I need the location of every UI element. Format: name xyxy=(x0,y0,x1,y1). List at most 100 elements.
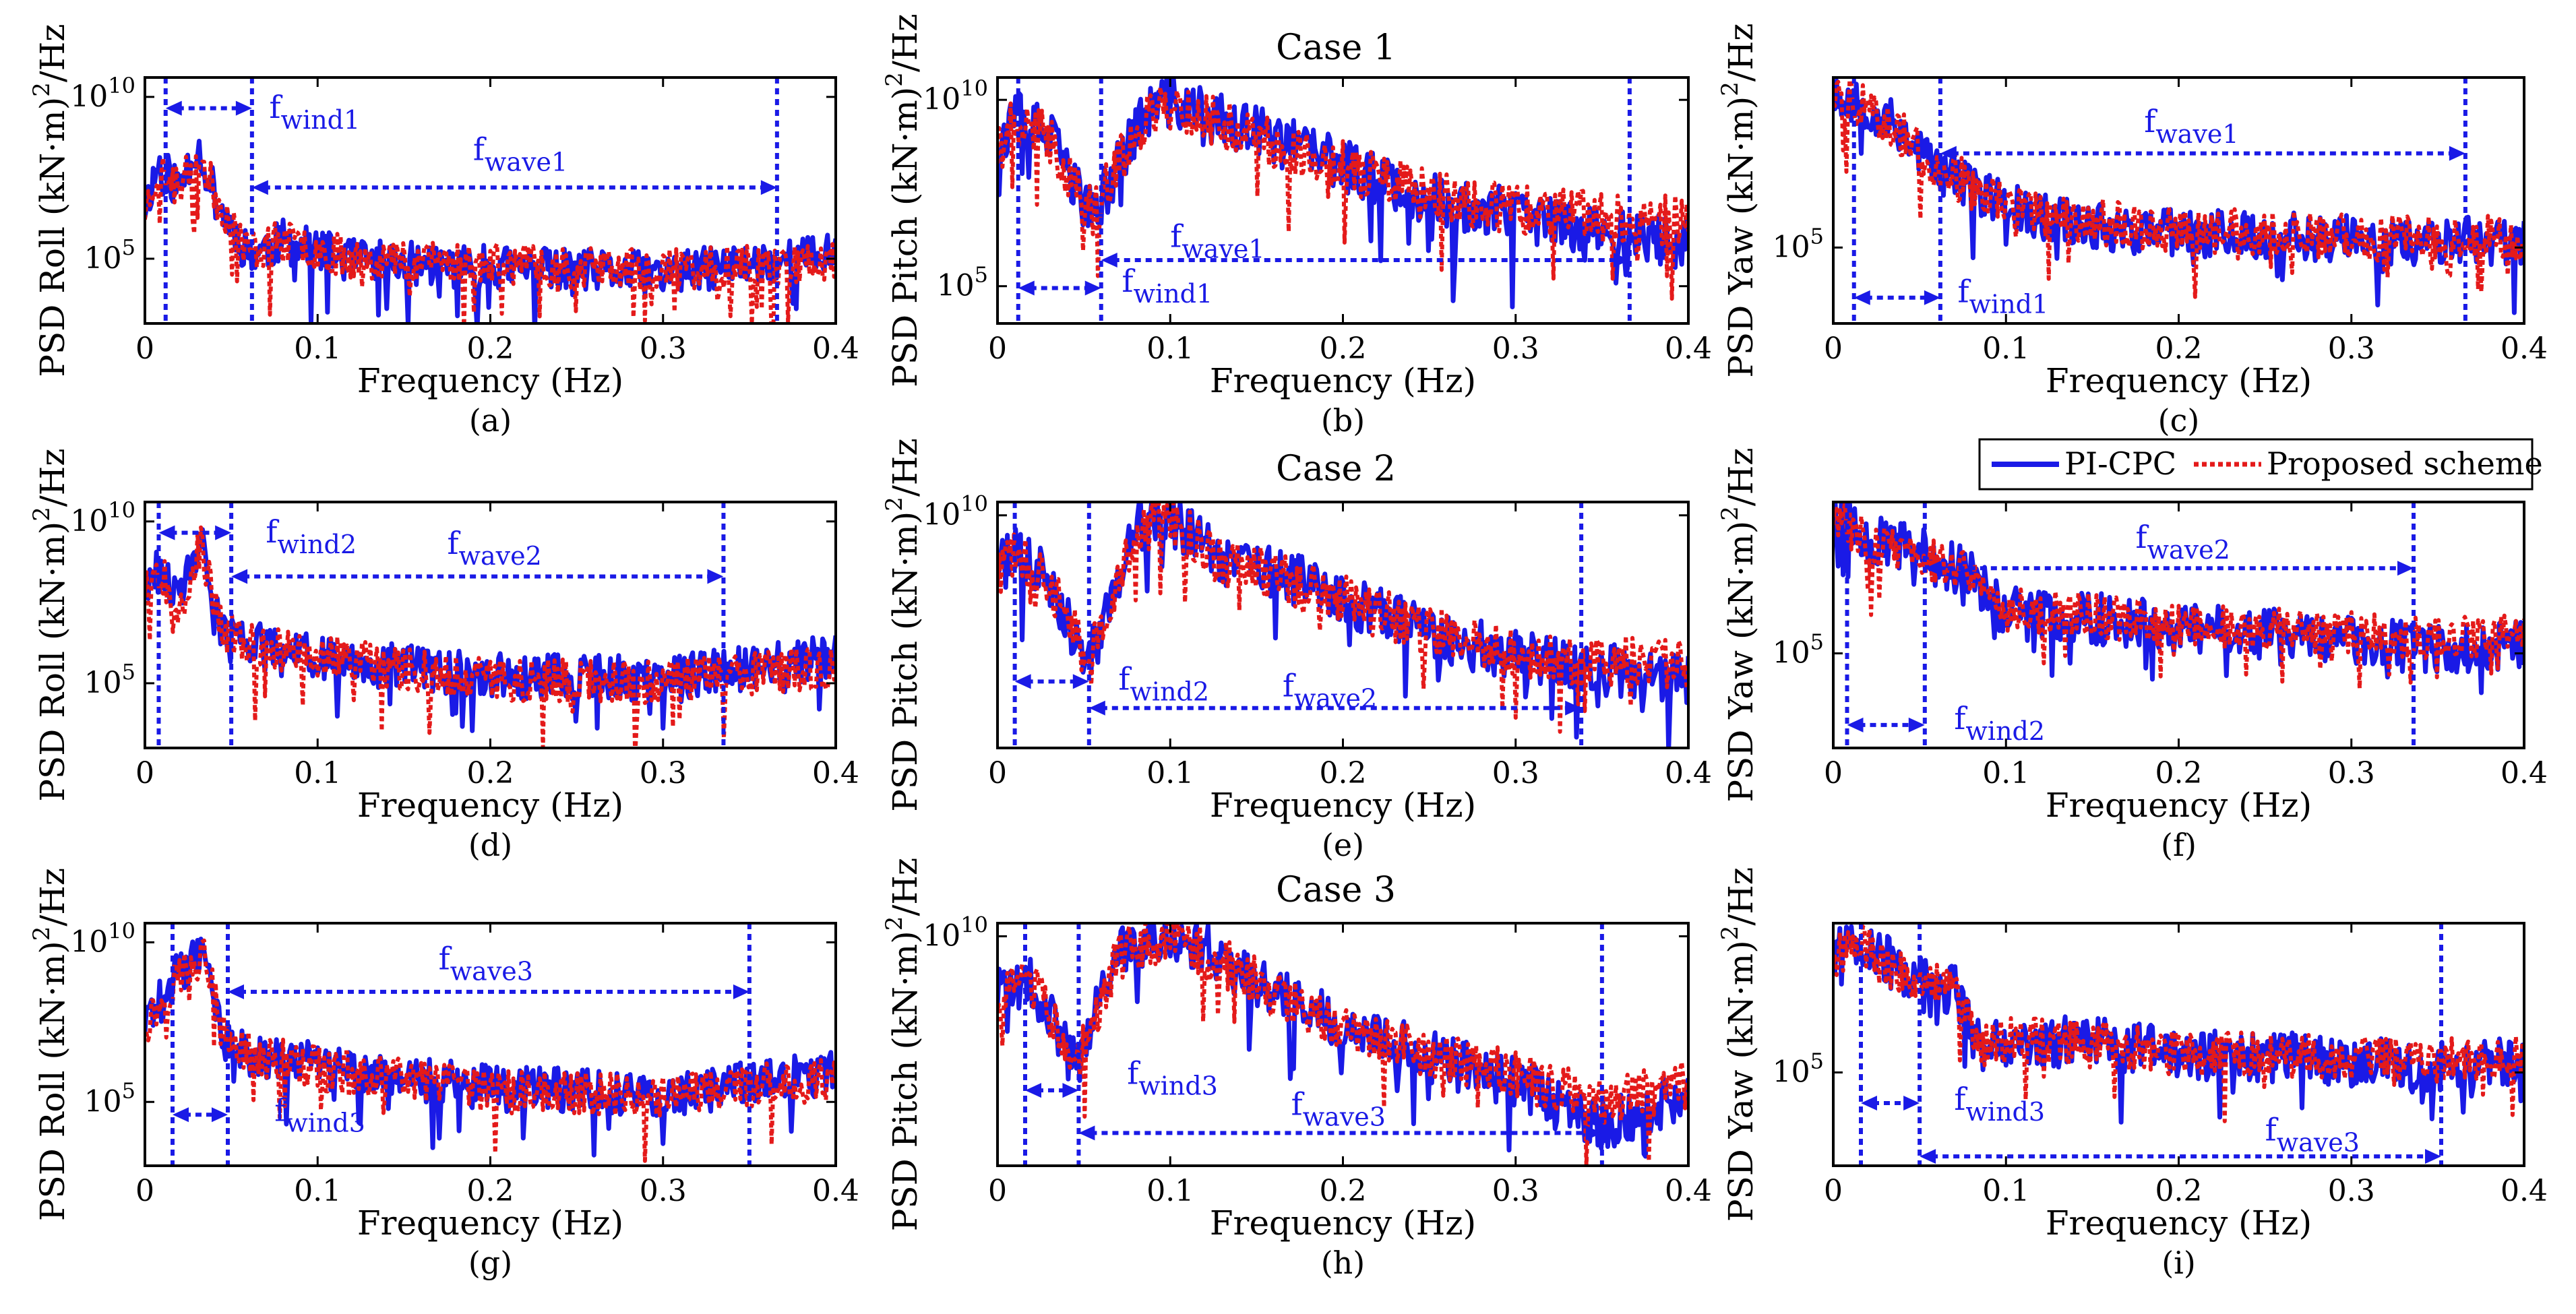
panel-a-wave-label: fwave1 xyxy=(473,131,568,177)
panel-g-ylabel: PSD Roll (kN·m)2/Hz xyxy=(28,868,72,1221)
panel-d-ylabel-main: PSD Roll (kN·m) xyxy=(33,522,72,802)
panel-h-xtick-label-4: 0.4 xyxy=(1665,1174,1712,1208)
panel-d-ytick-label-0: 1010 xyxy=(70,497,135,538)
panel-h-ylabel-sup: 2 xyxy=(881,916,908,931)
panel-f-ylabel: PSD Yaw (kN·m)2/Hz xyxy=(1717,447,1760,802)
panel-c-xlabel: Frequency (Hz) xyxy=(2046,361,2312,400)
panel-f-wind-arrow-head-left xyxy=(1847,717,1864,732)
panel-c-ytick-exp-0: 5 xyxy=(1810,223,1824,249)
panel-h-wind-arrow-head-right xyxy=(1062,1083,1079,1098)
panel-g-wave-arrow-head-right xyxy=(733,984,749,999)
panel-e-ytick-label-0: 1010 xyxy=(923,491,988,532)
panel-f-ylabel-main: PSD Yaw (kN·m) xyxy=(1721,521,1760,803)
panel-d-wave-label-sub: wave2 xyxy=(458,541,541,571)
panel-d-wave-arrow-head-left xyxy=(231,569,248,584)
panel-i-xtick-label-4: 0.4 xyxy=(2501,1174,2548,1208)
panel-b-ylabel-sup: 2 xyxy=(881,72,908,87)
panel-e-xtick-label-4: 0.4 xyxy=(1665,756,1712,790)
panel-f-series-pi-cpc xyxy=(1833,502,2524,695)
panel-f-wave-arrow-head-right xyxy=(2397,561,2414,576)
panel-a-ytick-exp-1: 5 xyxy=(122,234,135,260)
panel-e-xlabel: Frequency (Hz) xyxy=(1210,786,1476,825)
panel-c-ylabel-tail: /Hz xyxy=(1721,23,1760,82)
panel-f-series-proposed xyxy=(1833,502,2524,691)
legend-box xyxy=(1978,438,2534,491)
panel-d-xlabel: Frequency (Hz) xyxy=(357,786,623,825)
panel-b-ytick-label-0: 1010 xyxy=(923,75,988,117)
panel-d-ylabel: PSD Roll (kN·m)2/Hz xyxy=(28,448,72,801)
legend-label-pi-cpc: PI-CPC xyxy=(2064,445,2176,482)
panel-g-xlabel: Frequency (Hz) xyxy=(357,1203,623,1243)
panel-i-wave-label: fwave3 xyxy=(2265,1111,2360,1157)
panel-e-wave-arrow-head-left xyxy=(1088,700,1105,716)
panel-i-caption: (i) xyxy=(2161,1245,2196,1281)
panel-c-ylabel-sup: 2 xyxy=(1717,82,1744,96)
panel-i-xlabel: Frequency (Hz) xyxy=(2046,1203,2312,1243)
panel-b-caption: (b) xyxy=(1321,402,1365,439)
panel-e-ylabel-tail: /Hz xyxy=(886,438,925,497)
panel-e-caption: (e) xyxy=(1322,827,1364,863)
panel-a-plot-area xyxy=(145,138,836,323)
panel-e-ytick-exp-0: 10 xyxy=(960,491,988,517)
panel-g-ytick-base-1: 10 xyxy=(84,1084,122,1119)
panel-i-ylabel-tail: /Hz xyxy=(1721,867,1760,926)
panel-i-wind-label-main: f xyxy=(1954,1081,1967,1117)
panel-h-ylabel-main: PSD Pitch (kN·m) xyxy=(886,931,925,1231)
panel-g-series-proposed xyxy=(145,938,836,1163)
case-1-title: Case 1 xyxy=(1276,28,1396,68)
panel-i-xtick-label-0: 0 xyxy=(1824,1174,1843,1208)
panel-f-wind-label: fwind2 xyxy=(1954,700,2045,746)
panel-e-wave-label-main: f xyxy=(1283,668,1296,704)
panel-c-ytick-base-0: 10 xyxy=(1773,230,1810,264)
panel-b-wave-arrow-head-right xyxy=(1613,252,1630,268)
panel-c-series-proposed xyxy=(1833,77,2524,299)
panel-b-ytick-exp-0: 10 xyxy=(960,75,988,101)
panel-c-xtick-label-1: 0.1 xyxy=(1982,332,2029,366)
case-3-title: Case 3 xyxy=(1276,870,1396,910)
panel-f-caption: (f) xyxy=(2161,827,2197,863)
panel-i-ytick-base-0: 10 xyxy=(1773,1055,1810,1090)
panel-a-wind-label: fwind1 xyxy=(270,89,361,135)
panel-c-wave-label: fwave1 xyxy=(2144,103,2238,149)
panel-f-wind-arrow-head-right xyxy=(1908,717,1925,732)
panel-d-ytick-base-1: 10 xyxy=(84,666,122,700)
panel-f-xtick-label-3: 0.3 xyxy=(2328,756,2375,790)
panel-d-xtick-label-1: 0.1 xyxy=(294,756,341,790)
panel-e-wind-label-sub: wind2 xyxy=(1130,677,1209,707)
panel-e-xtick-label-2: 0.2 xyxy=(1320,756,1367,790)
panel-b-ylabel-tail: /Hz xyxy=(886,13,925,72)
panel-h-ylabel: PSD Pitch (kN·m)2/Hz xyxy=(881,858,925,1232)
panel-d-wind-label-main: f xyxy=(266,513,279,550)
panel-e-ylabel-main: PSD Pitch (kN·m) xyxy=(886,511,925,812)
panel-g-ytick-label-0: 1010 xyxy=(70,918,135,959)
panel-b-wave-label-main: f xyxy=(1170,218,1184,255)
panel-a-xlabel: Frequency (Hz) xyxy=(357,361,623,400)
panel-e-xtick-label-0: 0 xyxy=(988,756,1007,790)
panel-g-ytick-exp-0: 10 xyxy=(108,918,135,943)
panel-i-wave-label-main: f xyxy=(2265,1111,2279,1148)
panel-a-xtick-label-2: 0.2 xyxy=(467,332,514,366)
legend-label-proposed: Proposed scheme xyxy=(2267,445,2543,482)
panel-a-wave-label-sub: wave1 xyxy=(485,147,568,177)
panel-b-xtick-label-1: 0.1 xyxy=(1146,332,1194,366)
legend: PI-CPC Proposed scheme xyxy=(1978,438,2543,491)
panel-g-ytick-label-1: 105 xyxy=(84,1077,135,1119)
panel-e-wave-arrow-head-right xyxy=(1565,700,1582,716)
panel-d-wave-label-main: f xyxy=(447,525,460,561)
panel-a-ytick-base-0: 10 xyxy=(70,80,108,114)
panel-i-xtick-label-3: 0.3 xyxy=(2328,1174,2375,1208)
panel-a-wind-arrow-head-right xyxy=(235,100,252,116)
panel-h-caption: (h) xyxy=(1321,1245,1366,1281)
panel-d-wind-arrow-head-left xyxy=(158,525,175,540)
panel-h-wave-label-main: f xyxy=(1291,1086,1305,1123)
panel-g-wave-arrow-head-left xyxy=(228,984,244,999)
panel-a-ytick-base-1: 10 xyxy=(84,241,122,276)
panel-i-wind-arrow-head-left xyxy=(1861,1096,1877,1111)
panel-i-plot-area xyxy=(1833,924,2524,1125)
panel-b-xlabel: Frequency (Hz) xyxy=(1210,361,1476,400)
panel-h-wave-label-sub: wave3 xyxy=(1303,1102,1386,1132)
panel-b-wind-label-sub: wind1 xyxy=(1134,279,1213,309)
panel-b-wind-label: fwind1 xyxy=(1122,263,1213,309)
